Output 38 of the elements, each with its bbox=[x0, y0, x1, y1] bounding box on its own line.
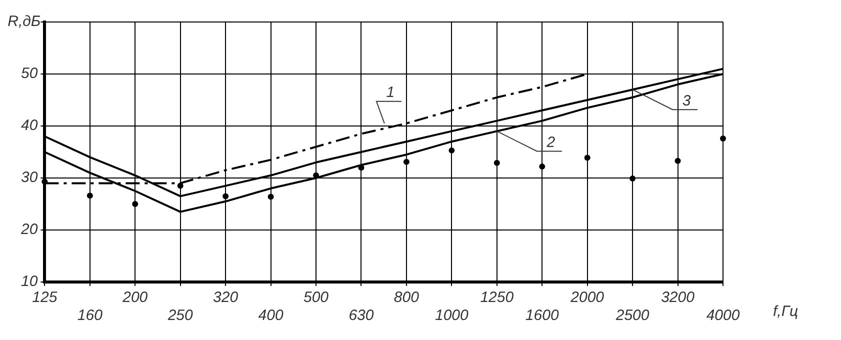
x-tick-label: 500 bbox=[303, 289, 330, 306]
x-tick-label: 320 bbox=[213, 289, 239, 306]
x-tick-label: 4000 bbox=[706, 307, 740, 324]
y-tick-label: 20 bbox=[20, 221, 38, 238]
point bbox=[584, 154, 590, 161]
x-tick-label: 125 bbox=[32, 289, 58, 306]
x-tick-label: 1250 bbox=[480, 289, 514, 306]
x-tick-label: 250 bbox=[166, 307, 194, 324]
y-tick-label: 40 bbox=[20, 117, 38, 134]
point bbox=[674, 158, 681, 164]
x-tick-label: 800 bbox=[394, 289, 420, 306]
annotation: 2 bbox=[546, 134, 556, 151]
x-tick-label: 630 bbox=[348, 307, 374, 324]
point bbox=[630, 176, 636, 182]
point bbox=[539, 164, 546, 170]
y-tick-label: 50 bbox=[20, 65, 38, 82]
y-tick-label: 10 bbox=[20, 273, 38, 290]
x-tick-label: 3200 bbox=[661, 289, 696, 306]
x-axis-title: f,Гц bbox=[773, 303, 798, 320]
point bbox=[720, 135, 726, 142]
point bbox=[494, 160, 500, 166]
x-tick-label: 1000 bbox=[434, 307, 470, 324]
x-tick-label: 2500 bbox=[614, 307, 650, 324]
point bbox=[132, 201, 138, 207]
point bbox=[222, 193, 229, 200]
x-tick-label: 1600 bbox=[525, 307, 560, 324]
point bbox=[403, 158, 410, 165]
x-tick-label: 160 bbox=[77, 307, 104, 324]
point bbox=[448, 147, 455, 154]
point bbox=[268, 194, 274, 200]
y-axis-title: R,дБ bbox=[8, 13, 41, 30]
annotation: 3 bbox=[682, 92, 692, 110]
x-tick-label: 2000 bbox=[570, 289, 605, 306]
x-tick-label: 200 bbox=[122, 289, 148, 306]
y-tick-label: 30 bbox=[20, 169, 38, 186]
point bbox=[86, 192, 93, 199]
annotation: 1 bbox=[386, 84, 395, 102]
x-tick-label: 400 bbox=[258, 307, 284, 324]
